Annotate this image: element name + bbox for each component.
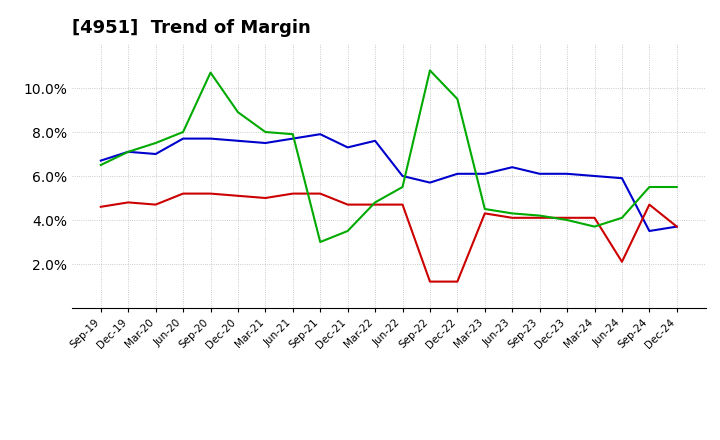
- Net Income: [618, 259, 626, 264]
- Operating Cashflow: [151, 140, 160, 146]
- Net Income: [289, 191, 297, 196]
- Net Income: [563, 215, 572, 220]
- Operating Cashflow: [206, 70, 215, 75]
- Ordinary Income: [672, 224, 681, 229]
- Ordinary Income: [645, 228, 654, 234]
- Operating Cashflow: [261, 129, 270, 135]
- Ordinary Income: [261, 140, 270, 146]
- Operating Cashflow: [536, 213, 544, 218]
- Net Income: [590, 215, 599, 220]
- Net Income: [508, 215, 516, 220]
- Operating Cashflow: [672, 184, 681, 190]
- Ordinary Income: [124, 149, 132, 154]
- Net Income: [398, 202, 407, 207]
- Ordinary Income: [426, 180, 434, 185]
- Ordinary Income: [233, 138, 242, 143]
- Ordinary Income: [453, 171, 462, 176]
- Net Income: [179, 191, 187, 196]
- Net Income: [536, 215, 544, 220]
- Net Income: [371, 202, 379, 207]
- Operating Cashflow: [96, 162, 105, 168]
- Operating Cashflow: [343, 228, 352, 234]
- Line: Operating Cashflow: Operating Cashflow: [101, 70, 677, 242]
- Ordinary Income: [398, 173, 407, 179]
- Net Income: [672, 224, 681, 229]
- Net Income: [343, 202, 352, 207]
- Operating Cashflow: [371, 200, 379, 205]
- Text: [4951]  Trend of Margin: [4951] Trend of Margin: [72, 19, 311, 37]
- Operating Cashflow: [398, 184, 407, 190]
- Operating Cashflow: [453, 96, 462, 102]
- Net Income: [124, 200, 132, 205]
- Line: Net Income: Net Income: [101, 194, 677, 282]
- Operating Cashflow: [590, 224, 599, 229]
- Net Income: [316, 191, 325, 196]
- Net Income: [480, 211, 489, 216]
- Net Income: [453, 279, 462, 284]
- Net Income: [151, 202, 160, 207]
- Net Income: [96, 204, 105, 209]
- Ordinary Income: [371, 138, 379, 143]
- Operating Cashflow: [618, 215, 626, 220]
- Ordinary Income: [508, 165, 516, 170]
- Net Income: [426, 279, 434, 284]
- Operating Cashflow: [480, 206, 489, 212]
- Ordinary Income: [536, 171, 544, 176]
- Ordinary Income: [151, 151, 160, 157]
- Operating Cashflow: [124, 149, 132, 154]
- Net Income: [261, 195, 270, 201]
- Operating Cashflow: [233, 110, 242, 115]
- Net Income: [206, 191, 215, 196]
- Ordinary Income: [590, 173, 599, 179]
- Operating Cashflow: [563, 217, 572, 223]
- Ordinary Income: [480, 171, 489, 176]
- Operating Cashflow: [289, 132, 297, 137]
- Ordinary Income: [289, 136, 297, 141]
- Operating Cashflow: [426, 68, 434, 73]
- Net Income: [233, 193, 242, 198]
- Ordinary Income: [618, 176, 626, 181]
- Operating Cashflow: [508, 211, 516, 216]
- Ordinary Income: [563, 171, 572, 176]
- Ordinary Income: [316, 132, 325, 137]
- Ordinary Income: [96, 158, 105, 163]
- Ordinary Income: [179, 136, 187, 141]
- Operating Cashflow: [645, 184, 654, 190]
- Operating Cashflow: [316, 239, 325, 245]
- Ordinary Income: [343, 145, 352, 150]
- Ordinary Income: [206, 136, 215, 141]
- Net Income: [645, 202, 654, 207]
- Line: Ordinary Income: Ordinary Income: [101, 134, 677, 231]
- Operating Cashflow: [179, 129, 187, 135]
